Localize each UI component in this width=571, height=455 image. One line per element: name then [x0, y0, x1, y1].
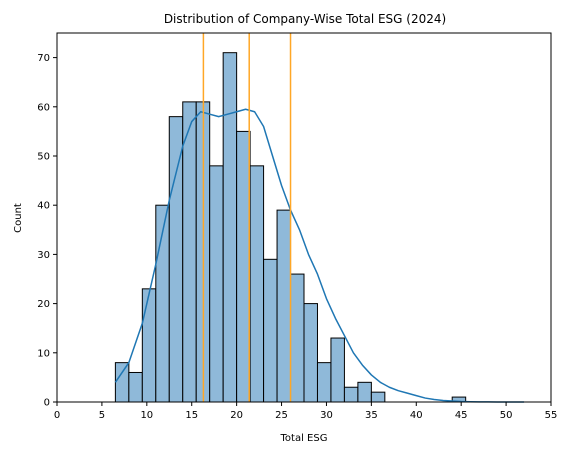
x-tick-label: 25	[275, 410, 288, 421]
histogram-bar-9	[236, 130, 251, 403]
kde-line	[114, 108, 525, 403]
y-tick-label: 0	[44, 398, 50, 409]
kde-group	[114, 108, 525, 403]
histogram-bar-4	[168, 116, 184, 403]
x-tick-label: 15	[185, 410, 198, 421]
histogram-bar-5	[182, 101, 197, 403]
x-axis-label: Total ESG	[280, 433, 328, 444]
x-tick-label: 30	[320, 410, 333, 421]
histogram-bar-19	[370, 391, 386, 403]
x-tick-label: 40	[410, 410, 423, 421]
plot-frame	[56, 32, 552, 403]
y-tick-label: 20	[37, 299, 50, 310]
vlines-group	[202, 33, 292, 402]
histogram-bar-11	[263, 258, 278, 403]
y-tick-label: 70	[37, 53, 50, 64]
x-tick-label: 55	[545, 410, 558, 421]
histogram-bar-15	[316, 362, 332, 403]
x-tick-label: 10	[140, 410, 153, 421]
y-tick-label: 60	[37, 102, 50, 113]
x-tick-label: 5	[99, 410, 105, 421]
chart-title: Distribution of Company-Wise Total ESG (…	[164, 12, 446, 26]
histogram-bar-18	[357, 381, 372, 403]
histogram-bar-0	[114, 362, 130, 403]
x-tick-label: 45	[455, 410, 468, 421]
y-tick-label: 30	[37, 250, 50, 261]
x-tick-label: 50	[500, 410, 513, 421]
histogram-bar-14	[303, 303, 318, 403]
histogram-bar-12	[276, 209, 292, 403]
y-axis-ticks: 0 10 20 30 40 50 60 70	[37, 53, 57, 409]
histogram-bar-13	[290, 273, 305, 403]
y-tick-label: 10	[37, 348, 50, 359]
histogram-bar-1	[128, 371, 143, 403]
x-tick-label: 35	[365, 410, 378, 421]
x-tick-label: 20	[230, 410, 243, 421]
x-axis-ticks: 0 5 10 15 20 25 30 35 40 45 50 55	[54, 402, 558, 421]
y-tick-label: 50	[37, 152, 50, 163]
y-axis-label: Count	[13, 203, 24, 233]
histogram-bar-10	[249, 165, 265, 403]
x-tick-label: 0	[54, 410, 60, 421]
histogram-bar-7	[209, 165, 224, 403]
y-tick-label: 40	[37, 201, 50, 212]
histogram-bar-8	[222, 52, 238, 403]
histogram-bar-17	[343, 386, 359, 403]
histogram-bar-16	[330, 337, 345, 403]
histogram-bar-2	[141, 288, 157, 403]
